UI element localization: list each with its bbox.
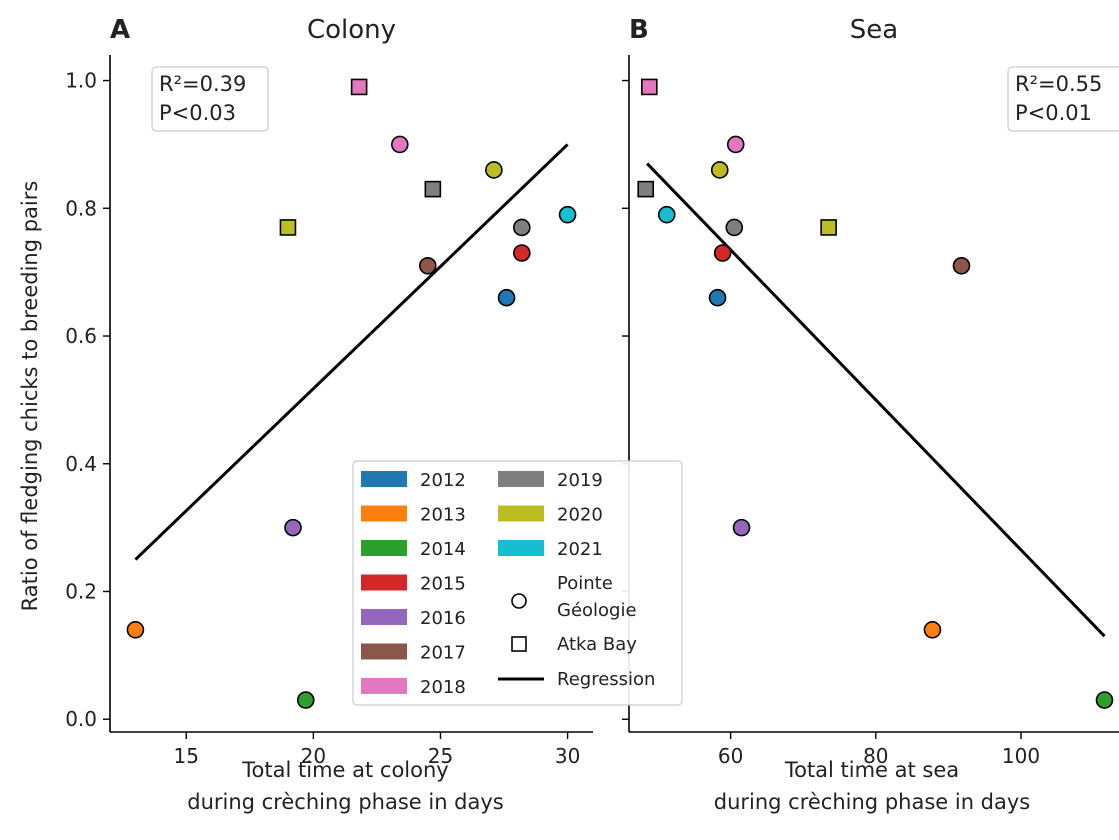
legend-swatch-2016 [361,609,407,625]
panel-b-x-tick-label: 100 [1002,744,1040,768]
panel-b-x-tick-label: 60 [718,744,743,768]
legend-marker-atka-bay [511,636,527,652]
panel-a-point-square-2019 [424,180,442,198]
legend-swatch-2019 [498,471,544,487]
legend-label-pointe-line1: Pointe [557,573,613,594]
panel-a-point-circle-2013 [126,621,145,639]
panel-a-point-circle-2019 [513,218,531,237]
panel-a-x-tick-label: 20 [301,744,326,768]
legend-label-2017: 2017 [420,643,466,664]
panel-a-point-circle-2020 [485,161,503,179]
legend-label-regression: Regression [557,669,655,690]
panel-a-regression-line [134,143,569,561]
legend-swatch-2012 [361,471,407,487]
panel-a-point-circle-2015 [513,244,531,262]
panel-a-point-circle-2012 [497,288,516,307]
panel-a-point-circle-2014 [296,691,315,709]
legend-swatch-2014 [361,540,407,556]
legend-label-pointe-line2: Géologie [557,600,637,621]
legend-label-2018: 2018 [420,677,466,698]
y-axis-title: Ratio of fledging chicks to breeding pai… [18,181,42,612]
panel-a-x-tick-label: 15 [174,744,199,768]
panel-b-point-circle-2018 [726,135,745,154]
panel-a-y-tick-label: 0.0 [65,707,97,731]
panel-a-x-tick-label: 30 [555,744,580,768]
panel-a-letter: A [110,15,130,45]
legend-label-2012: 2012 [420,470,466,491]
panel-a-y-tick-label: 0.8 [65,196,97,220]
panel-b-point-square-2020 [820,219,837,236]
panel-a-x-tick-label: 25 [428,744,453,768]
panel-a-y-tick-label: 0.4 [65,452,97,476]
legend-label-atka-bay: Atka Bay [557,634,637,655]
legend-label-2020: 2020 [557,505,603,526]
panel-b-stats-box [1007,66,1119,132]
legend-marker-pointe-geologie [511,593,527,609]
panel-b-stats-p: P<0.01 [1015,101,1092,125]
legend-label-2016: 2016 [420,608,466,629]
panel-b-x-axis-title-line2: during crèching phase in days [714,790,1031,814]
panel-b-point-circle-2015 [713,244,732,262]
panel-a-y-tick-label: 1.0 [65,69,97,93]
panel-a-stats-box [151,66,269,132]
legend-swatch-2013 [361,505,407,522]
panel-a-point-square-2018 [350,78,368,96]
legend-label-2015: 2015 [420,574,466,595]
panel-a-stats-p: P<0.03 [159,101,236,125]
legend-swatch-2021 [498,540,544,556]
legend-label-2014: 2014 [420,539,466,560]
panel-a-stats-r2: R²=0.39 [159,72,246,96]
panel-a-point-circle-2018 [390,135,409,154]
panel-b-regression-line [646,162,1106,638]
panel-b-point-circle-2019 [725,218,744,237]
panel-b-title: Sea [850,15,898,45]
panel-a-title: Colony [307,15,396,45]
legend-box [352,460,683,706]
panel-b-point-circle-2021 [657,205,676,224]
panel-b-x-axis-title-line1: Total time at sea [784,758,959,782]
legend-swatch-2020 [498,505,544,522]
panel-a-point-circle-2017 [418,256,437,275]
panel-b-point-square-2019 [637,180,654,198]
panel-a-x-axis-title-line2: during crèching phase in days [187,790,504,814]
legend-swatch-2018 [361,678,407,694]
panel-b-point-circle-2014 [1095,691,1114,709]
panel-b-point-circle-2013 [923,621,942,639]
panel-b-letter: B [629,15,649,45]
legend-label-2021: 2021 [557,539,603,560]
panel-b-point-circle-2020 [710,161,729,179]
panel-b-stats-r2: R²=0.55 [1015,72,1102,96]
panel-b-point-circle-2017 [952,256,971,275]
panel-a-x-axis-title-line1: Total time at colony [241,758,448,782]
panel-a-point-square-2020 [279,219,297,236]
panel-a-y-tick-label: 0.2 [65,579,97,603]
panel-a-y-tick-label: 0.6 [65,324,97,348]
panel-a-point-circle-2021 [558,205,577,224]
legend-swatch-2015 [361,574,407,591]
panel-a-point-circle-2016 [284,518,302,537]
panel-b-point-square-2018 [641,78,658,96]
panel-b-point-circle-2012 [708,288,727,307]
legend-label-2019: 2019 [557,470,603,491]
legend-swatch-2017 [361,643,407,660]
panel-b-x-tick-label: 80 [863,744,888,768]
panel-b-point-circle-2016 [732,518,751,537]
legend-label-2013: 2013 [420,505,466,526]
